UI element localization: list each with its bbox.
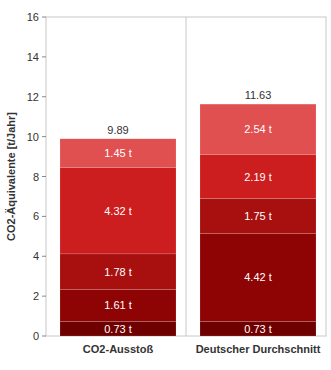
y-axis-label: CO2-Äquivalente [t/Jahr] [5, 112, 17, 241]
y-tick [42, 256, 46, 257]
chart: 0 2 4 6 8 10 12 14 16 CO2-Äquivalente [t/Jahr] 0.7… [0, 0, 331, 370]
y-tick [42, 216, 46, 217]
total-label: 9.89 [107, 124, 128, 136]
data-label: 1.75 t [244, 210, 272, 222]
bar-segment [200, 233, 316, 321]
bar-segment [60, 254, 176, 289]
y-tick-label: 16 [27, 11, 39, 23]
y-tick-label: 14 [27, 51, 39, 63]
y-tick-label: 8 [33, 171, 39, 183]
data-label: 1.78 t [104, 266, 132, 278]
y-tick-label: 0 [33, 330, 39, 342]
bar-segment [60, 139, 176, 168]
total-label: 11.63 [245, 89, 272, 101]
y-tick-label: 12 [27, 91, 39, 103]
bar-segment [200, 104, 316, 155]
bar-segment [200, 321, 316, 336]
y-tick-label: 6 [33, 210, 39, 222]
y-tick-label: 10 [27, 131, 39, 143]
y-tick-label: 4 [33, 250, 39, 262]
bar-segment [200, 155, 316, 199]
data-label: 0.73 t [104, 323, 132, 335]
data-label: 2.19 t [244, 171, 272, 183]
data-label: 1.61 t [104, 299, 132, 311]
y-tick [42, 136, 46, 137]
bar-segment [200, 198, 316, 233]
data-label: 4.32 t [104, 205, 132, 217]
y-tick [42, 176, 46, 177]
category-label: Deutscher Durchschnitt [196, 343, 321, 355]
bars [60, 104, 316, 336]
plot-frame [46, 17, 326, 336]
bar-segment [60, 321, 176, 336]
y-tick [42, 336, 46, 337]
data-label: 2.54 t [244, 123, 272, 135]
bar-segment [60, 289, 176, 321]
y-tick [42, 96, 46, 97]
y-tick [42, 56, 46, 57]
category-separator [186, 17, 187, 336]
data-label: 4.42 t [244, 271, 272, 283]
labels: 0.73 t 1.61 t 1.78 t 4.32 t 1.45 t 9.89 0.73 t… [104, 89, 272, 335]
data-label: 1.45 t [104, 147, 132, 159]
y-tick-label: 2 [33, 290, 39, 302]
category-label: CO2-Ausstoß [83, 343, 154, 355]
y-tick [42, 17, 46, 18]
data-label: 0.73 t [244, 323, 272, 335]
y-tick [42, 296, 46, 297]
bar-segment [60, 168, 176, 254]
